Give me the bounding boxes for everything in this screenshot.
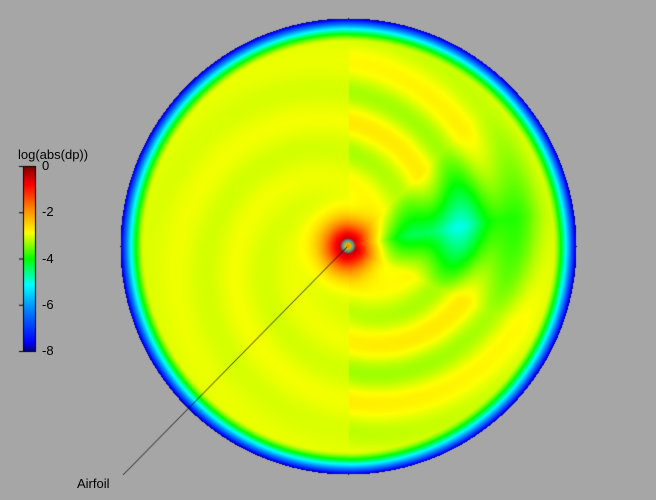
pressure-field-plot [0, 0, 656, 500]
colorbar-tick-label: -6 [42, 297, 54, 312]
colorbar-tick-label: 0 [42, 158, 49, 173]
colorbar-tick-label: -8 [42, 343, 54, 358]
colorbar-title: log(abs(dp)) [18, 147, 88, 162]
airfoil-label: Airfoil [77, 476, 110, 491]
colorbar-tick-label: -4 [42, 251, 54, 266]
colorbar-tick-label: -2 [42, 204, 54, 219]
